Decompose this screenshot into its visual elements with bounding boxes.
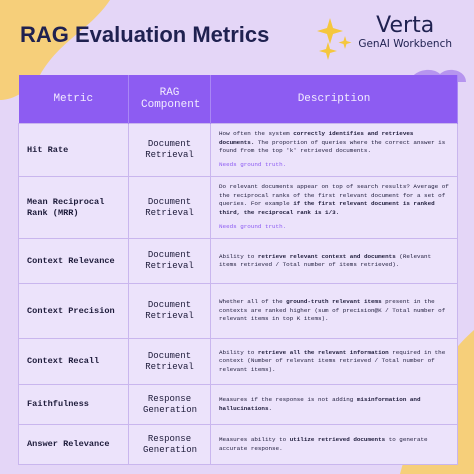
component: Response Generation: [128, 384, 211, 425]
bold-text: correctly identifies and retrieves docum…: [219, 130, 414, 146]
metric: Faithfulness: [18, 384, 129, 425]
brand: Verta GenAI Workbench: [358, 13, 452, 51]
metric: Context Relevance: [18, 238, 129, 284]
text: required in the context (Number of relev…: [219, 348, 446, 373]
bold-text: if the first relevant document is ranked…: [219, 200, 435, 216]
metric: Answer Relevance: [18, 424, 129, 465]
component: Document Retrieval: [128, 123, 211, 177]
text: Measures if the response is not adding: [219, 396, 357, 404]
text: How often the system: [219, 130, 294, 138]
text: Measures ability to: [219, 436, 290, 444]
description: Ability to retrieve all the relevant inf…: [210, 338, 458, 385]
bold-text: retrieve relevant context and documents: [257, 252, 396, 260]
component: Response Generation: [128, 424, 211, 465]
description-text: Measures if the response is not adding m…: [219, 396, 449, 413]
text: (Relevant items retrieved / Total number…: [219, 252, 432, 268]
table-row: Faithfulness Response Generation Measures …: [18, 384, 458, 425]
table-row: Context Precision Document Retrieval Wheth…: [18, 283, 458, 339]
table-row: Hit Rate Document Retrieval How often the …: [18, 123, 458, 177]
metric: Context Precision: [18, 283, 129, 339]
description-text: Whether all of the ground-truth relevant…: [219, 298, 449, 323]
component: Document Retrieval: [128, 338, 211, 385]
description: Do relevant documents appear on top of s…: [210, 176, 458, 239]
sparkle: [338, 36, 352, 49]
bold-text: ground-truth relevant items: [286, 298, 382, 306]
description-text: Measures ability to utilize retrieved do…: [219, 436, 449, 453]
bold-text: misinformation and hallucinations: [219, 396, 421, 412]
description: How often the system correctly identifie…: [210, 123, 458, 177]
title: RAG Evaluation Metrics: [20, 22, 270, 47]
description: Measures ability to utilize retrieved do…: [210, 424, 458, 465]
brand-name: Verta: [376, 13, 435, 38]
table-row: Answer Relevance Response Generation Measu…: [18, 424, 458, 465]
product-name: GenAI Workbench: [358, 38, 452, 50]
description: Measures if the response is not adding m…: [210, 384, 458, 425]
component: Document Retrieval: [128, 176, 211, 239]
component: Document Retrieval: [128, 238, 211, 284]
description-text: Ability to retrieve relevant context and…: [219, 253, 449, 270]
metric: Mean Reciprocal Rank (MRR): [18, 176, 129, 239]
note: Needs ground truth.: [219, 223, 287, 231]
column-header: Description: [210, 75, 458, 124]
text: to generate accurate response.: [219, 436, 428, 452]
text: The proportion of queries where the corr…: [219, 138, 446, 154]
table-row: Mean Reciprocal Rank (MRR) Document Retri…: [18, 176, 458, 239]
text: Whether all of the: [219, 298, 287, 306]
description-text: Ability to retrieve all the relevant inf…: [219, 349, 449, 374]
column-header: Metric: [18, 75, 129, 124]
text: Ability to: [219, 348, 258, 356]
table-row: Context Recall Document Retrieval Ability …: [18, 338, 458, 385]
bold-text: retrieve all the relevant information: [257, 348, 389, 356]
column-header: RAG Component: [128, 75, 211, 124]
header-row: Metric RAG Component Description: [18, 75, 458, 124]
description: Ability to retrieve relevant context and…: [210, 238, 458, 284]
text: .: [268, 404, 273, 412]
table-row: Context Relevance Document Retrieval Abili…: [18, 238, 458, 284]
text: present in the contexts are ranked highe…: [219, 298, 446, 323]
text: Ability to: [219, 252, 258, 260]
metric: Context Recall: [18, 338, 129, 385]
metric: Hit Rate: [18, 123, 129, 177]
text: Do relevant documents appear on top of s…: [219, 183, 449, 208]
bold-text: utilize retrieved documents: [289, 436, 386, 444]
description-text: How often the system correctly identifie…: [219, 130, 449, 155]
component: Document Retrieval: [128, 283, 211, 339]
description: Whether all of the ground-truth relevant…: [210, 283, 458, 339]
note: Needs ground truth.: [219, 161, 287, 169]
metrics-table: Metric RAG Component Description Hit Rate D…: [18, 75, 458, 465]
sparkle: [319, 42, 337, 60]
description-text: Do relevant documents appear on top of s…: [219, 183, 449, 217]
sparkle: [317, 18, 343, 44]
